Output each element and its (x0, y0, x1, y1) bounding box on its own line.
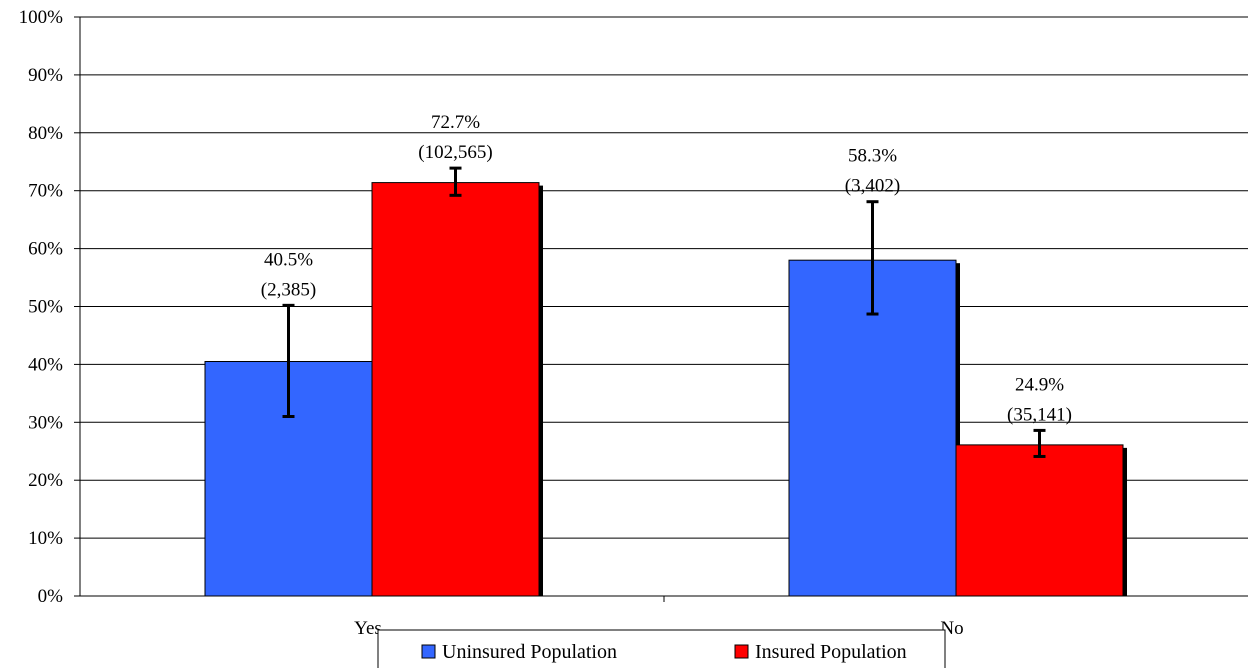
bar (371, 182, 540, 597)
y-tick-label: 50% (28, 297, 63, 318)
data-label-count: (3,402) (845, 176, 900, 197)
x-tick-label: No (940, 618, 963, 639)
bars (204, 166, 1127, 597)
y-tick-label: 90% (28, 65, 63, 86)
legend-swatch-uninsured (421, 644, 436, 659)
bar (955, 444, 1124, 597)
axes: 0% 10% 20% 30% 40% 50% 60% 70% 80% 90% 100% Yes No (19, 7, 1248, 639)
y-tick-label: 0% (38, 586, 64, 607)
y-tick-label: 20% (28, 470, 63, 491)
data-label-count: (102,565) (418, 142, 492, 163)
data-label-percent: 40.5% (264, 249, 313, 270)
data-label-count: (35,141) (1007, 404, 1072, 425)
data-labels: 40.5% (2,385) 72.7% (102,565) 58.3% (3,402) 24… (261, 112, 1072, 425)
y-tick-label: 10% (28, 528, 63, 549)
legend-label-uninsured: Uninsured Population (442, 641, 617, 663)
x-tick-label: Yes (354, 618, 382, 639)
y-tick-label: 80% (28, 123, 63, 144)
data-label-percent: 58.3% (848, 146, 897, 167)
data-label-percent: 72.7% (431, 112, 480, 133)
legend: Uninsured Population Insured Population (377, 629, 946, 668)
legend-label-insured: Insured Population (755, 641, 907, 663)
y-tick-label: 40% (28, 354, 63, 375)
y-tick-label: 60% (28, 239, 63, 260)
y-tick-label: 100% (19, 7, 64, 28)
legend-swatch-insured (734, 644, 749, 659)
legend-box (377, 629, 946, 668)
data-label-percent: 24.9% (1015, 374, 1064, 395)
bar (788, 259, 957, 597)
data-label-count: (2,385) (261, 279, 316, 300)
y-tick-label: 70% (28, 181, 63, 202)
y-tick-label: 30% (28, 412, 63, 433)
